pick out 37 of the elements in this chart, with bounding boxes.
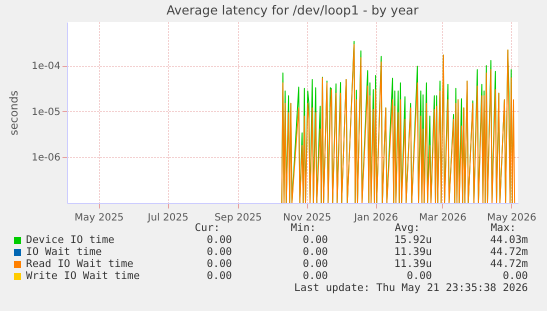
x-tick-label: Sep 2025 <box>214 212 262 224</box>
x-tick-label: May 2025 <box>74 212 124 224</box>
text: 0.00 <box>502 270 528 282</box>
text: 0.00 <box>206 258 232 270</box>
text: 0.00 <box>206 270 232 282</box>
text: 0.00 <box>406 270 432 282</box>
chart-title: Average latency for /dev/loop1 - by year <box>166 2 420 18</box>
text: 44.72m <box>490 246 528 258</box>
text: Last update: Thu May 21 23:35:38 2026 <box>294 282 528 294</box>
x-tick-label: Jan 2026 <box>353 212 398 224</box>
legend-label: Device IO time <box>26 234 115 246</box>
text: 0.00 <box>206 234 232 246</box>
legend-label: Read IO Wait time <box>26 258 134 270</box>
text: Cur: <box>194 222 220 234</box>
y-tick-label: 1e-04 <box>32 61 60 72</box>
text: 0.00 <box>302 234 328 246</box>
text: 0.00 <box>302 270 328 282</box>
text: 11.39u <box>394 246 432 258</box>
text: 0.00 <box>206 246 232 258</box>
x-tick-label: Jul 2025 <box>146 212 188 224</box>
text: 0.00 <box>302 258 328 270</box>
text: 0.00 <box>302 246 328 258</box>
y-tick-label: 1e-06 <box>32 152 60 164</box>
text: 15.92u <box>394 234 432 246</box>
legend-label: IO Wait time <box>26 246 102 258</box>
text: 44.72m <box>490 258 528 270</box>
text: 44.03m <box>490 234 528 246</box>
x-tick-label: Nov 2025 <box>283 212 332 224</box>
x-tick-label: Mar 2026 <box>419 212 467 224</box>
text: 11.39u <box>394 258 432 270</box>
text: Max: <box>490 222 516 234</box>
x-tick-label: May 2026 <box>487 212 536 224</box>
legend-label: Write IO Wait time <box>26 270 140 282</box>
y-tick-label: 1e-05 <box>32 106 60 118</box>
text: Avg: <box>394 222 420 234</box>
y-axis-title: seconds <box>8 90 21 136</box>
text: Min: <box>290 222 316 234</box>
